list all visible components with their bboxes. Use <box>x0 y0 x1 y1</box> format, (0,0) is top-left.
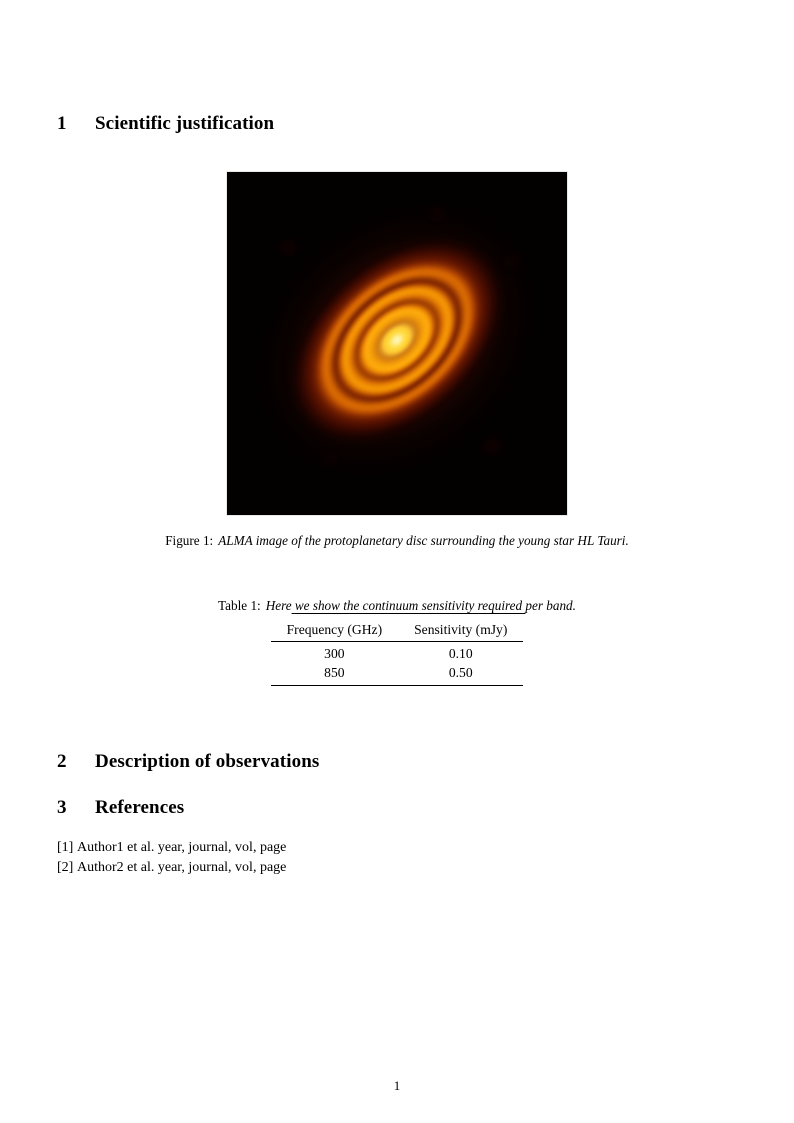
table-row: 850 0.50 <box>271 663 524 685</box>
cell-sensitivity: 0.50 <box>448 664 473 680</box>
section-number-3: 3 <box>57 797 67 818</box>
column-header-frequency: Frequency (GHz) <box>286 621 383 637</box>
cell-sensitivity: 0.10 <box>448 645 473 661</box>
cell-frequency: 300 <box>324 645 345 661</box>
section-title-3: References <box>95 797 185 818</box>
table-caption-text-plain: Here <box>265 598 292 613</box>
table-header: Frequency (GHz) Sensitivity (mJy) <box>270 620 524 641</box>
bib-text: Author2 et al. year, journal, vol, page <box>77 860 287 876</box>
page-number: 1 <box>393 1078 401 1093</box>
table-caption-label: Table 1: <box>218 598 261 613</box>
alma-disc-image <box>227 172 567 515</box>
section-heading-3: 3 References <box>57 797 184 819</box>
list-item: [2] Author2 et al. year, journal, vol, pa… <box>57 858 286 878</box>
section-heading-2: 2 Description of observations <box>57 751 319 773</box>
figure-1 <box>0 172 794 520</box>
image-background <box>227 172 567 515</box>
cell-frequency: 850 <box>324 664 345 680</box>
table-caption-text-underlined: we show the continuum sensitivity requir… <box>294 598 523 613</box>
figure-caption: Figure 1: ALMA image of the protoplanetar… <box>0 533 794 550</box>
bibliography: [1] Author1 et al. year, journal, vol, pa… <box>57 838 286 879</box>
table-caption-text-tail: per band. <box>525 598 576 613</box>
table-row: 300 0.10 <box>271 641 524 663</box>
list-item: [1] Author1 et al. year, journal, vol, pa… <box>57 838 286 858</box>
bib-number: [1] <box>57 840 74 855</box>
bib-number: [2] <box>57 860 74 876</box>
table-header-row: Frequency (GHz) Sensitivity (mJy) <box>270 620 524 641</box>
section-title-1: Scientific justification <box>95 113 275 134</box>
bib-text: Author1 et al. year, journal, vol, page <box>77 840 287 855</box>
table-caption: Table 1: Here we show the continuum sensi… <box>0 598 794 615</box>
column-header-sensitivity: Sensitivity (mJy) <box>414 621 508 637</box>
section-number-1: 1 <box>57 113 67 134</box>
section-heading-1: 1 Scientific justification <box>57 113 274 135</box>
section-title-2: Description of observations <box>95 751 320 772</box>
sensitivity-table-wrapper: Frequency (GHz) Sensitivity (mJy) 300 0.… <box>0 620 794 686</box>
section-number-2: 2 <box>57 751 67 772</box>
figure-caption-label: Figure 1: <box>165 533 214 548</box>
table-body: 300 0.10 850 0.50 <box>270 641 524 685</box>
sensitivity-table: Frequency (GHz) Sensitivity (mJy) 300 0.… <box>270 620 524 686</box>
figure-caption-text: ALMA image of the protoplanetary disc su… <box>218 533 629 548</box>
